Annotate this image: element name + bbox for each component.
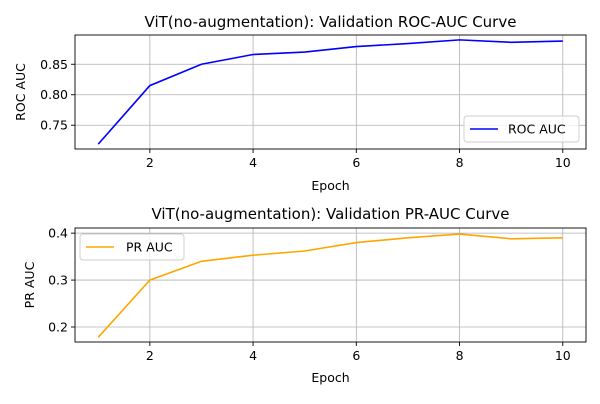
x-tick-label: 4 — [249, 348, 257, 363]
y-axis-label: ROC AUC — [13, 63, 28, 121]
axis-ticks: 2 4 6 8 10 0.75 0.80 0.85 — [40, 57, 571, 170]
x-tick-label: 4 — [249, 155, 257, 170]
y-tick-label: 0.85 — [40, 57, 68, 72]
x-tick-label: 10 — [555, 348, 571, 363]
y-tick-label: 0.80 — [40, 87, 68, 102]
x-tick-label: 8 — [456, 348, 464, 363]
grid-lines — [75, 228, 586, 342]
plot-frame — [74, 227, 587, 343]
legend-box — [79, 233, 185, 261]
legend: PR AUC — [79, 233, 185, 261]
y-tick-label: 0.2 — [48, 319, 68, 334]
x-tick-label: 6 — [352, 155, 360, 170]
plot-frame — [74, 34, 587, 150]
roc-auc-line — [97, 39, 563, 145]
legend: ROC AUC — [463, 115, 580, 143]
chart-title: ViT(no-augmentation): Validation ROC-AUC… — [145, 13, 517, 31]
y-tick-label: 0.3 — [48, 273, 68, 288]
x-tick-label: 2 — [146, 155, 154, 170]
legend-label: PR AUC — [126, 240, 173, 255]
pr-auc-line — [97, 233, 563, 338]
y-axis-label: PR AUC — [22, 261, 37, 308]
x-tick-label: 2 — [146, 348, 154, 363]
legend-label: ROC AUC — [508, 122, 566, 137]
chart-title: ViT(no-augmentation): Validation PR-AUC … — [151, 205, 509, 223]
y-tick-label: 0.4 — [48, 226, 68, 241]
axis-ticks: 2 4 6 8 10 0.2 0.3 0.4 — [48, 226, 571, 363]
x-tick-label: 8 — [456, 155, 464, 170]
x-axis-label: Epoch — [311, 178, 349, 193]
x-tick-label: 6 — [352, 348, 360, 363]
y-tick-label: 0.75 — [40, 118, 68, 133]
x-tick-label: 10 — [555, 155, 571, 170]
pr-auc-chart: 2 4 6 8 10 0.2 0.3 0.4 ViT(no-augmentation): Va… — [22, 205, 587, 385]
x-axis-label: Epoch — [311, 370, 349, 385]
legend-box — [463, 115, 580, 143]
roc-auc-chart: 2 4 6 8 10 0.75 0.80 0.85 ViT(no-augmentation):… — [13, 13, 587, 193]
